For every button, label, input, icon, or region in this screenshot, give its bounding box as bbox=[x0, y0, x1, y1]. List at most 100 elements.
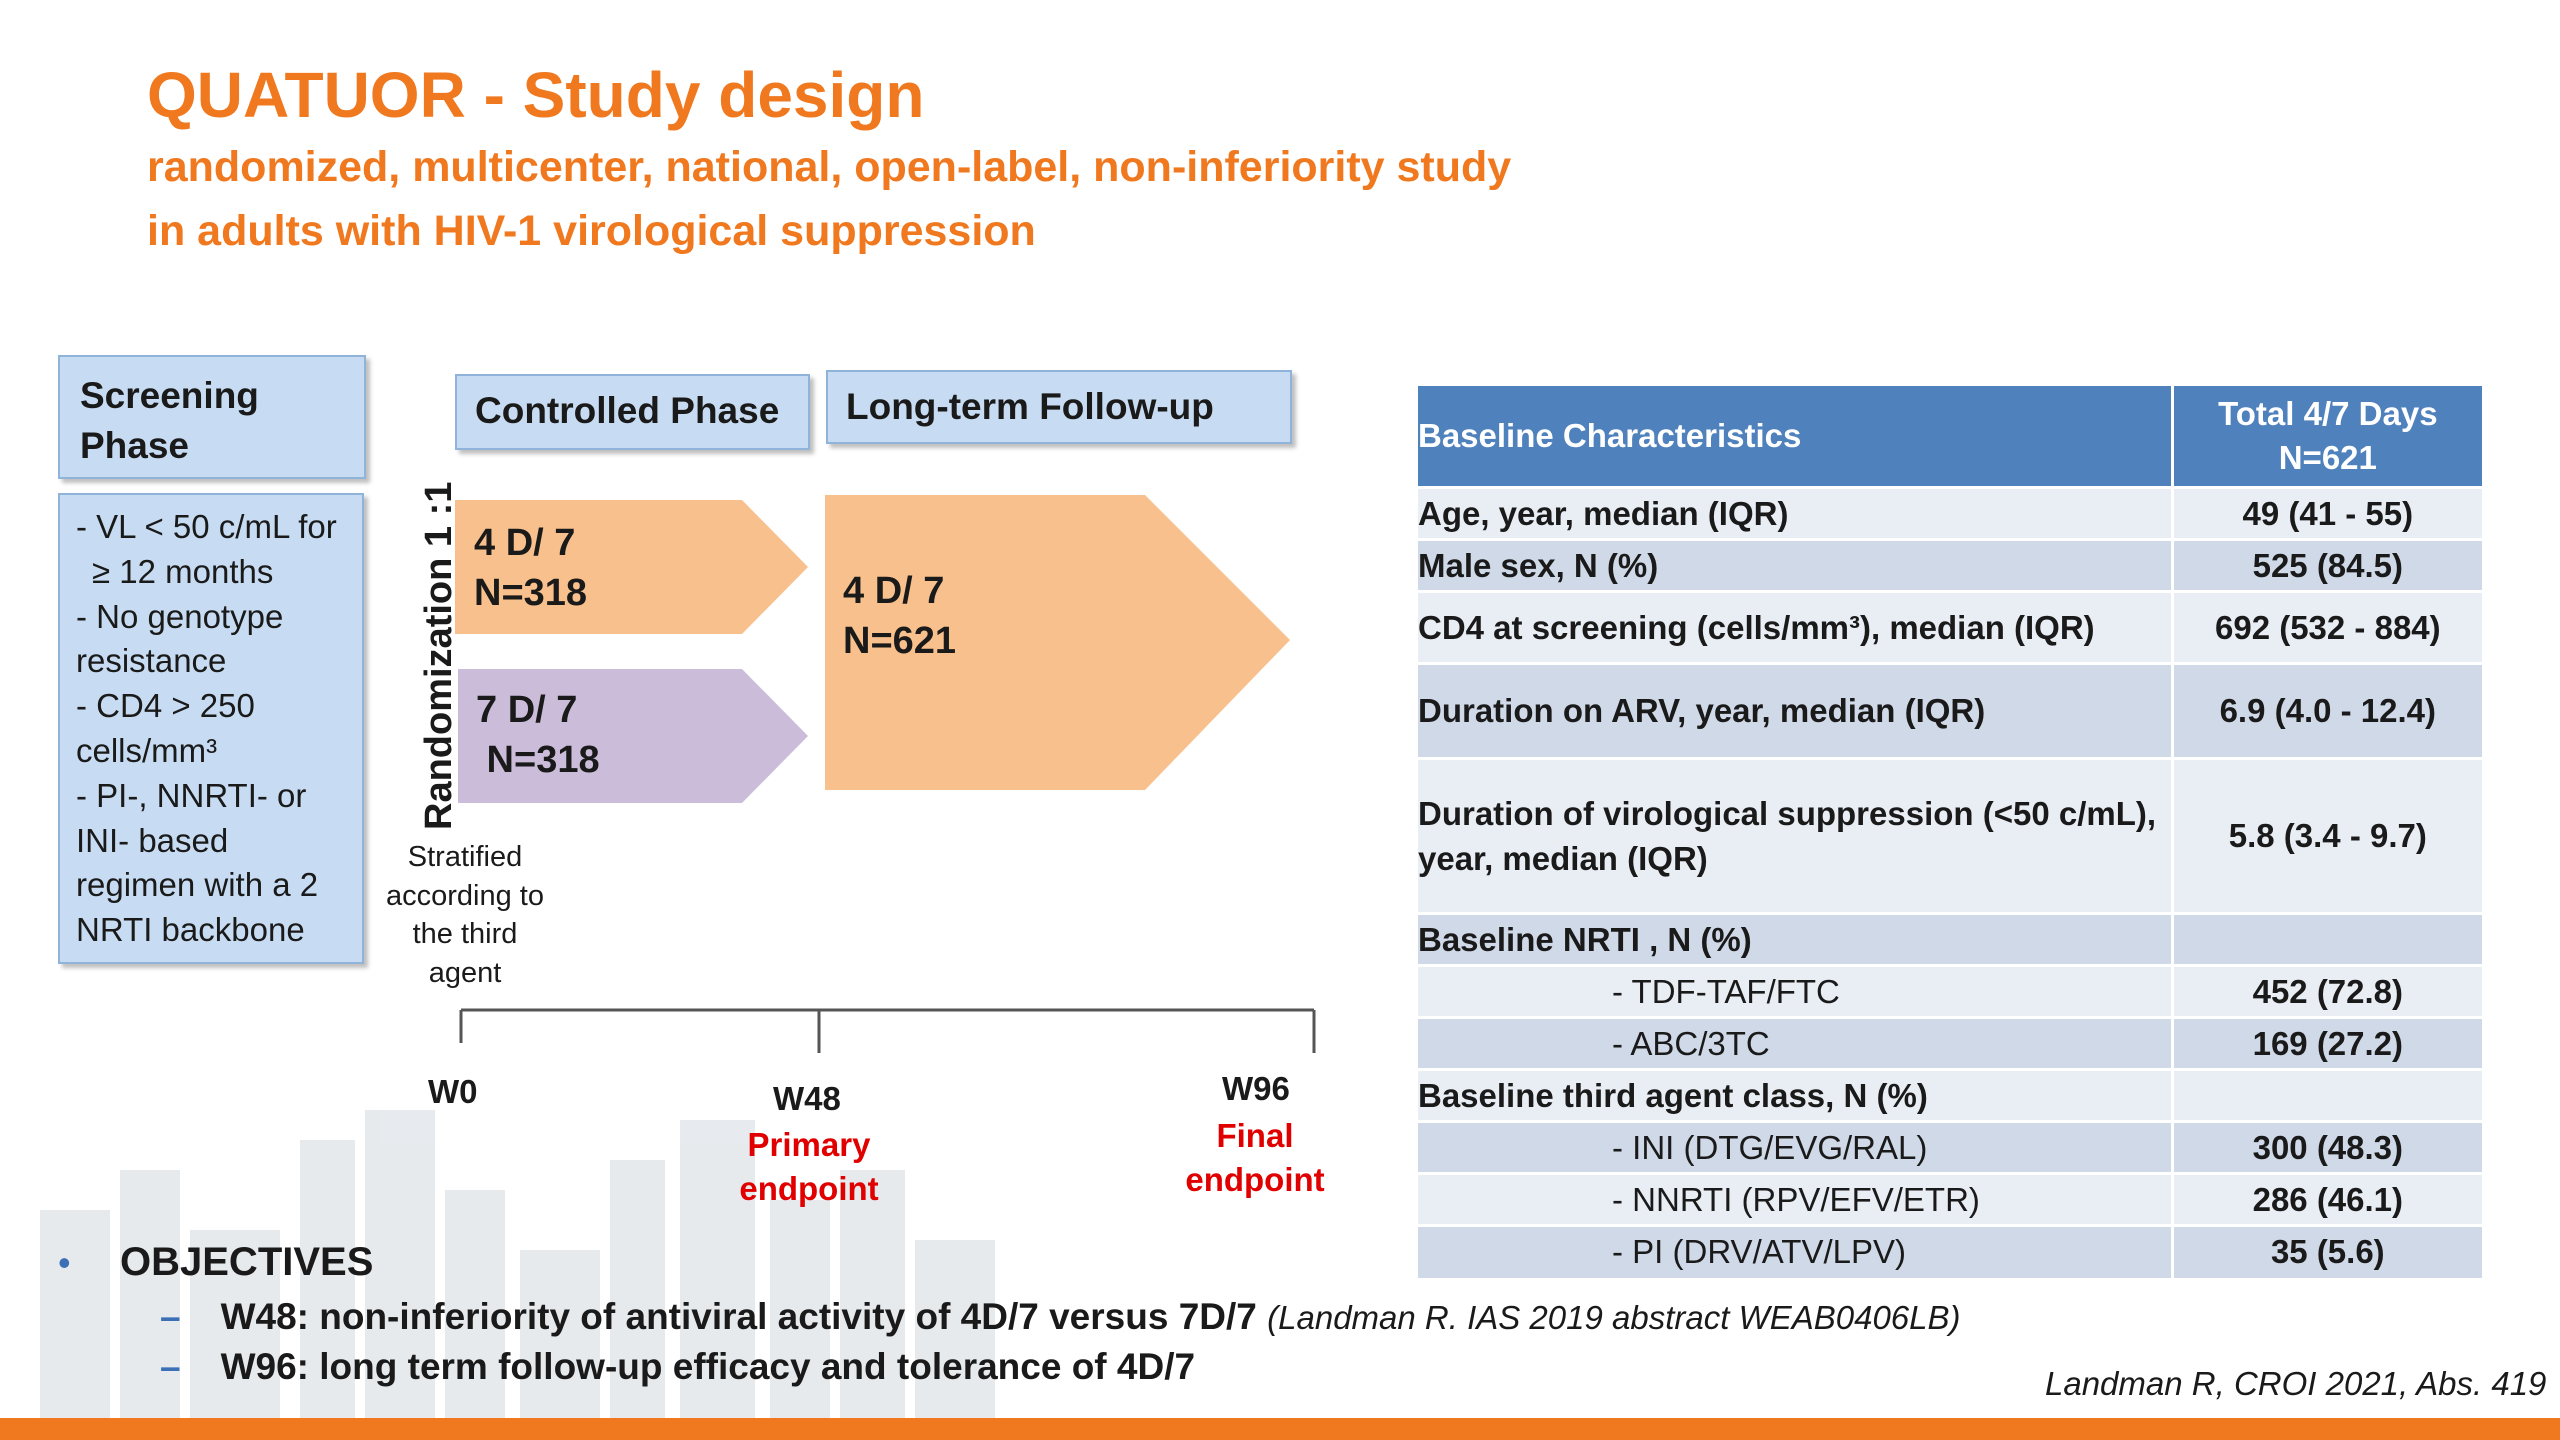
row-value: 300 (48.3) bbox=[2172, 1120, 2482, 1174]
long-term-follow-up-header: Long-term Follow-up bbox=[826, 370, 1292, 444]
arm-7d7-arrow bbox=[458, 669, 808, 803]
screening-header-line-2: Phase bbox=[80, 425, 190, 466]
table-row: - PI (DRV/ATV/LPV) 35 (5.6) bbox=[1418, 1224, 2482, 1278]
row-label: Duration of virological suppression (<50… bbox=[1418, 757, 2174, 914]
timeline bbox=[459, 1008, 1316, 1053]
stratified-line: according to bbox=[386, 879, 544, 912]
final-endpoint-line-2: endpoint bbox=[1185, 1161, 1325, 1198]
row-label: - ABC/3TC bbox=[1418, 1016, 2174, 1070]
criteria-line: regimen with a 2 bbox=[76, 866, 319, 904]
table-row: CD4 at screening (cells/mm³), median (IQ… bbox=[1418, 590, 2482, 664]
criteria-line: - VL < 50 c/mL for bbox=[76, 508, 337, 545]
objective-item-w96: – W96: long term follow-up efficacy and t… bbox=[160, 1346, 1195, 1388]
table-header-label: Baseline Characteristics bbox=[1418, 386, 2174, 488]
citation: Landman R, CROI 2021, Abs. 419 bbox=[2045, 1365, 2547, 1402]
objective-text: W96: long term follow-up efficacy and to… bbox=[220, 1346, 1196, 1387]
objective-dash: – bbox=[160, 1346, 181, 1387]
arm-4d7-line-2: N=318 bbox=[474, 572, 588, 614]
screening-header-line-1: Screening bbox=[80, 375, 259, 416]
table-row: - ABC/3TC 169 (27.2) bbox=[1418, 1016, 2482, 1070]
table-row: Baseline third agent class, N (%) bbox=[1418, 1068, 2482, 1122]
table-row: Age, year, median (IQR) 49 (41 - 55) bbox=[1418, 486, 2482, 540]
table-row: Duration on ARV, year, median (IQR) 6.9 … bbox=[1418, 662, 2482, 759]
row-label: - PI (DRV/ATV/LPV) bbox=[1418, 1224, 2174, 1278]
criteria-line: ≥ 12 months bbox=[92, 552, 274, 590]
row-label: CD4 at screening (cells/mm³), median (IQ… bbox=[1418, 590, 2174, 664]
table-header-row: Baseline Characteristics Total 4/7 Days … bbox=[1418, 386, 2482, 488]
table-header-total: Total 4/7 Days N=621 bbox=[2172, 386, 2482, 488]
arm-7d7-label: 7 D/ 7 N=318 bbox=[476, 685, 600, 785]
row-label: Duration on ARV, year, median (IQR) bbox=[1418, 662, 2174, 759]
arm-4d7-arrow bbox=[455, 500, 808, 634]
total-header-line-2: N=621 bbox=[2278, 439, 2377, 476]
row-label: - TDF-TAF/FTC bbox=[1418, 964, 2174, 1018]
primary-endpoint-line-1: Primary bbox=[747, 1126, 871, 1163]
criteria-line: - No genotype bbox=[76, 597, 284, 635]
row-label: Baseline NRTI , N (%) bbox=[1418, 912, 2174, 966]
followup-arm-label: 4 D/ 7 N=621 bbox=[843, 566, 956, 666]
subtitle-line-1: randomized, multicenter, national, open-… bbox=[147, 143, 1512, 191]
total-header-line-1: Total 4/7 Days bbox=[2218, 395, 2438, 432]
row-value: 169 (27.2) bbox=[2172, 1016, 2482, 1070]
objectives-bullet: • bbox=[58, 1242, 71, 1283]
arm-7d7-line-2: N=318 bbox=[476, 739, 600, 781]
row-label-line-2: year, median (IQR) bbox=[1418, 840, 1708, 877]
table-row: Baseline NRTI , N (%) bbox=[1418, 912, 2482, 966]
timeline-w96-label: W96 bbox=[1222, 1070, 1290, 1107]
criteria-line: - CD4 > 250 bbox=[76, 687, 255, 725]
criteria-line: cells/mm³ bbox=[76, 731, 218, 769]
row-value: 35 (5.6) bbox=[2172, 1224, 2482, 1278]
table-row: - INI (DTG/EVG/RAL) 300 (48.3) bbox=[1418, 1120, 2482, 1174]
objectives-title: OBJECTIVES bbox=[120, 1240, 374, 1284]
screening-criteria-box: - VL < 50 c/mL for ≥ 12 months - No geno… bbox=[58, 493, 364, 964]
objective-dash: – bbox=[160, 1296, 181, 1337]
table-row: - TDF-TAF/FTC 452 (72.8) bbox=[1418, 964, 2482, 1018]
objective-item-w48: – W48: non-inferiority of antiviral activ… bbox=[160, 1296, 1961, 1338]
bottom-accent-bar bbox=[0, 1418, 2560, 1440]
row-label: Male sex, N (%) bbox=[1418, 538, 2174, 592]
stratified-line: the third bbox=[412, 918, 518, 950]
followup-arm-line-1: 4 D/ 7 bbox=[843, 570, 945, 612]
objective-reference: (Landman R. IAS 2019 abstract WEAB0406LB… bbox=[1267, 1299, 1961, 1336]
arm-4d7-label: 4 D/ 7 N=318 bbox=[474, 518, 587, 618]
page-title: QUATUOR - Study design bbox=[147, 59, 925, 131]
final-endpoint-line-1: Final bbox=[1216, 1117, 1294, 1154]
objective-text: W48: non-inferiority of antiviral activi… bbox=[220, 1296, 1268, 1337]
primary-endpoint-label: Primary endpoint bbox=[724, 1123, 894, 1211]
table-row: - NNRTI (RPV/EFV/ETR) 286 (46.1) bbox=[1418, 1172, 2482, 1226]
row-label: - NNRTI (RPV/EFV/ETR) bbox=[1418, 1172, 2174, 1226]
screening-phase-header: Screening Phase bbox=[58, 355, 366, 479]
row-label-line-1: Duration of virological suppression (<50… bbox=[1418, 795, 2157, 832]
row-value: 525 (84.5) bbox=[2172, 538, 2482, 592]
timeline-w48-label: W48 bbox=[773, 1080, 841, 1117]
followup-arm-line-2: N=621 bbox=[843, 620, 957, 662]
row-value: 452 (72.8) bbox=[2172, 964, 2482, 1018]
final-endpoint-label: Final endpoint bbox=[1170, 1114, 1340, 1202]
primary-endpoint-line-2: endpoint bbox=[739, 1170, 879, 1207]
stratified-line: agent bbox=[428, 956, 502, 989]
row-label: - INI (DTG/EVG/RAL) bbox=[1418, 1120, 2174, 1174]
row-value: 5.8 (3.4 - 9.7) bbox=[2172, 757, 2482, 914]
arm-7d7-line-1: 7 D/ 7 bbox=[476, 689, 578, 731]
row-value: 286 (46.1) bbox=[2172, 1172, 2482, 1226]
row-label: Baseline third agent class, N (%) bbox=[1418, 1068, 2174, 1122]
row-value: 49 (41 - 55) bbox=[2172, 486, 2482, 540]
controlled-phase-header: Controlled Phase bbox=[455, 374, 810, 450]
arm-4d7-line-1: 4 D/ 7 bbox=[474, 522, 576, 564]
skyline-watermark bbox=[40, 1110, 995, 1425]
table-row: Male sex, N (%) 525 (84.5) bbox=[1418, 538, 2482, 592]
criteria-line: - PI-, NNRTI- or bbox=[76, 776, 307, 814]
criteria-line: resistance bbox=[76, 642, 227, 680]
subtitle-line-2: in adults with HIV-1 virological suppres… bbox=[147, 207, 1036, 255]
baseline-characteristics-table: Baseline Characteristics Total 4/7 Days … bbox=[1418, 386, 2482, 1278]
table-row: Duration of virological suppression (<50… bbox=[1418, 757, 2482, 914]
row-value: 6.9 (4.0 - 12.4) bbox=[2172, 662, 2482, 759]
followup-4d7-arrow bbox=[825, 495, 1290, 790]
timeline-w0-label: W0 bbox=[428, 1073, 478, 1110]
stratification-note: Stratified according to the third agent bbox=[370, 838, 560, 992]
row-value bbox=[2172, 912, 2482, 966]
stratified-line: Stratified bbox=[407, 841, 523, 873]
criteria-line: INI- based bbox=[76, 821, 229, 859]
criteria-line: NRTI backbone bbox=[76, 911, 305, 949]
row-value bbox=[2172, 1068, 2482, 1122]
